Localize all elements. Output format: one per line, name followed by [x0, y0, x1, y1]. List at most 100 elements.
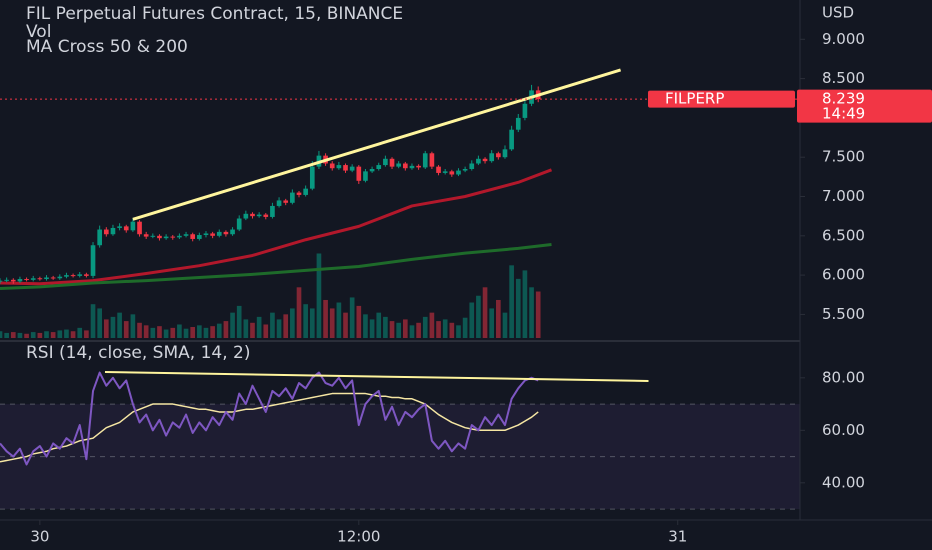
candle-body [197, 235, 202, 239]
volume-bar [236, 305, 242, 338]
volume-bar [469, 302, 475, 338]
x-tick-label: 30 [30, 528, 49, 546]
volume-bar [535, 291, 541, 338]
volume-bar [130, 314, 136, 338]
volume-bar [123, 321, 129, 338]
candle-body [476, 158, 481, 164]
candle-body [143, 234, 149, 237]
volume-bar [190, 327, 196, 338]
volume-bar [363, 314, 368, 338]
volume-bar [177, 324, 182, 338]
rsi-title: RSI (14, close, SMA, 14, 2) [26, 343, 250, 363]
volume-bar [482, 287, 488, 338]
volume-bar [369, 319, 375, 338]
volume-bar [103, 319, 109, 338]
volume-bar [90, 304, 96, 338]
moving-average [0, 168, 553, 286]
volume-bar [276, 319, 282, 338]
candle-body [429, 153, 435, 167]
last-price-label: 8.239 [822, 90, 865, 108]
price-tag [797, 89, 932, 123]
candle-body [137, 221, 142, 235]
volume-bar [456, 325, 461, 338]
volume-bar [422, 316, 428, 338]
volume-bar [243, 319, 249, 338]
volume-bar [216, 323, 222, 338]
y-tick-label: 6.500 [822, 226, 865, 244]
candle-body [0, 280, 3, 282]
volume-bar [210, 326, 215, 338]
volume-bar [449, 322, 455, 338]
candle-body [383, 158, 388, 166]
y-unit: USD [822, 4, 854, 22]
candle-body [356, 166, 362, 181]
volume-bar [163, 329, 169, 338]
candle-body [363, 171, 368, 181]
volume-bar [77, 327, 83, 338]
candle-body [24, 279, 29, 281]
candle-body [376, 165, 382, 169]
volume-bar [97, 308, 102, 338]
volume-bar [309, 308, 315, 338]
volume-bar [429, 312, 435, 338]
candle-body [90, 245, 96, 276]
candle-body [230, 229, 235, 235]
candle-body [216, 231, 222, 236]
candle-body [243, 213, 249, 219]
volume-bar [37, 332, 43, 338]
candle-body [515, 117, 521, 130]
candle-body [436, 166, 441, 173]
candle-body [183, 234, 189, 236]
volume-bar [436, 321, 441, 338]
volume-bar [170, 327, 176, 338]
volume-bar [476, 295, 481, 338]
volume-bar [416, 322, 421, 338]
volume-bar [383, 316, 388, 338]
candle-body [163, 236, 169, 239]
x-tick-label: 31 [668, 528, 687, 546]
volume-bar [197, 325, 202, 338]
candle-body [150, 235, 156, 237]
candle-body [402, 163, 408, 169]
volume-bar [250, 322, 255, 338]
candle-body [30, 278, 36, 280]
volume-bar [323, 299, 328, 338]
candle-body [422, 153, 428, 168]
candle-body [70, 275, 76, 277]
candle-body [349, 166, 355, 171]
volume-bar [84, 330, 89, 338]
volume-bar [30, 332, 36, 338]
volume-bar [183, 328, 189, 338]
candle-body [50, 277, 56, 279]
volume-bar [502, 312, 508, 338]
volume-bar [283, 314, 289, 338]
volume-bar [509, 265, 514, 338]
volume-bar [64, 329, 69, 338]
volume-bar [230, 312, 235, 338]
candle-body [290, 192, 295, 203]
candle-body [44, 277, 49, 280]
volume-bar [290, 308, 295, 338]
volume-bar [150, 327, 156, 338]
candle-body [522, 103, 528, 118]
volume-bar [296, 287, 302, 338]
candle-body [17, 279, 23, 282]
candle-body [223, 231, 229, 235]
candle-body [442, 171, 448, 173]
volume-bar [44, 331, 49, 338]
x-tick-label: 12:00 [337, 528, 380, 546]
volume-bar [263, 324, 269, 338]
volume-bar [329, 308, 335, 338]
candle-body [283, 200, 289, 203]
rsi-line [0, 371, 539, 466]
candle-body [157, 235, 162, 239]
trendline [132, 68, 622, 221]
volume-bar [489, 308, 495, 338]
volume-bar [137, 322, 142, 338]
volume-bar [24, 333, 29, 338]
candle-body [103, 229, 109, 235]
y-tick-label: 7.500 [822, 148, 865, 166]
candle-body [396, 163, 401, 167]
candle-body [449, 171, 455, 175]
